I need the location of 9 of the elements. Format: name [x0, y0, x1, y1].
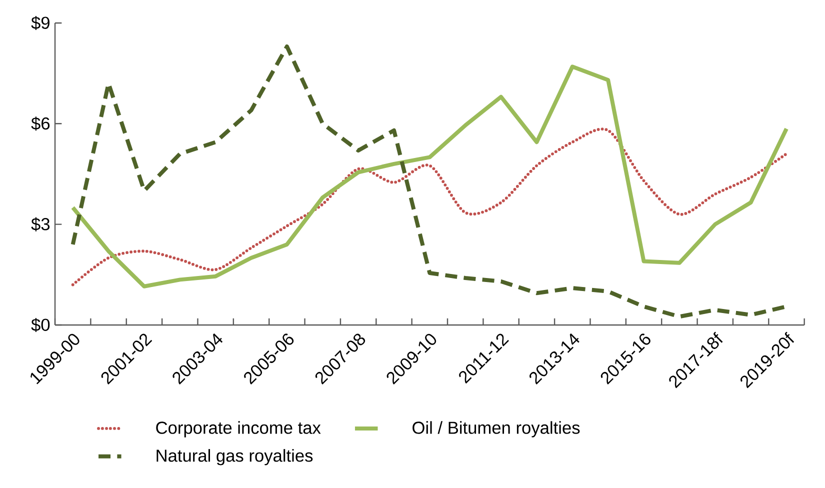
legend-label: Oil / Bitumen royalties: [412, 421, 580, 438]
line-series: [70, 64, 788, 288]
line-series: [71, 128, 788, 286]
legend-label: Natural gas royalties: [156, 449, 313, 466]
y-tick-label: $0: [31, 318, 50, 332]
y-tick-label: $6: [31, 116, 50, 131]
y-tick-label: $3: [31, 217, 50, 232]
y-tick-label: $9: [31, 16, 50, 30]
legend-label: Corporate income tax: [156, 421, 321, 438]
